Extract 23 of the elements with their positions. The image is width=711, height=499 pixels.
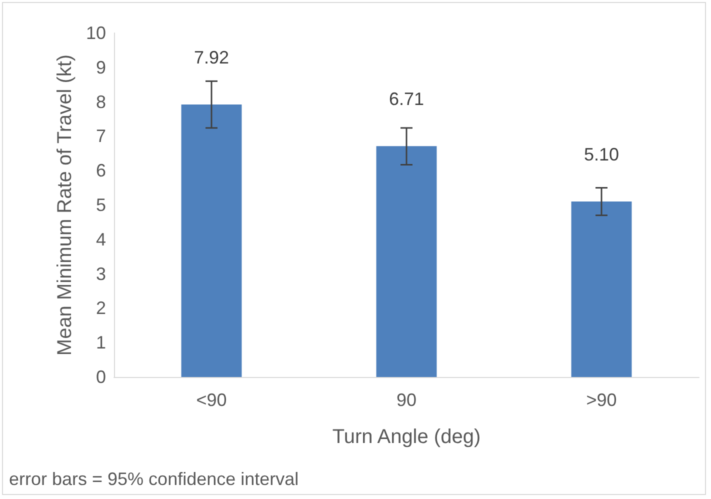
y-tick-label: 2 [96, 298, 106, 318]
y-tick-label: 7 [96, 126, 106, 146]
y-tick-label: 8 [96, 92, 106, 112]
x-axis-title: Turn Angle (deg) [332, 426, 481, 448]
y-tick-label: 1 [96, 332, 106, 353]
y-tick-label: 3 [96, 264, 106, 284]
y-tick-label: 5 [96, 195, 106, 215]
y-tick-label: 4 [96, 229, 106, 250]
bar [181, 104, 242, 377]
y-tick-label: 6 [96, 160, 106, 181]
data-label: 5.10 [584, 144, 620, 165]
y-tick-label: 0 [96, 367, 106, 387]
data-label: 6.71 [388, 89, 424, 110]
y-axis-title: Mean Minimum Rate of Travel (kt) [54, 54, 76, 356]
y-tick-label: 9 [96, 57, 106, 78]
text: error bars = 95% confidence interval [9, 469, 299, 490]
bar [571, 202, 632, 377]
data-label: 7.92 [194, 48, 230, 68]
y-tick-label: 10 [86, 23, 106, 43]
x-tick-label: >90 [586, 390, 617, 410]
x-tick-label: <90 [196, 390, 227, 410]
bar [376, 146, 437, 377]
x-tick-label: 90 [396, 390, 417, 410]
